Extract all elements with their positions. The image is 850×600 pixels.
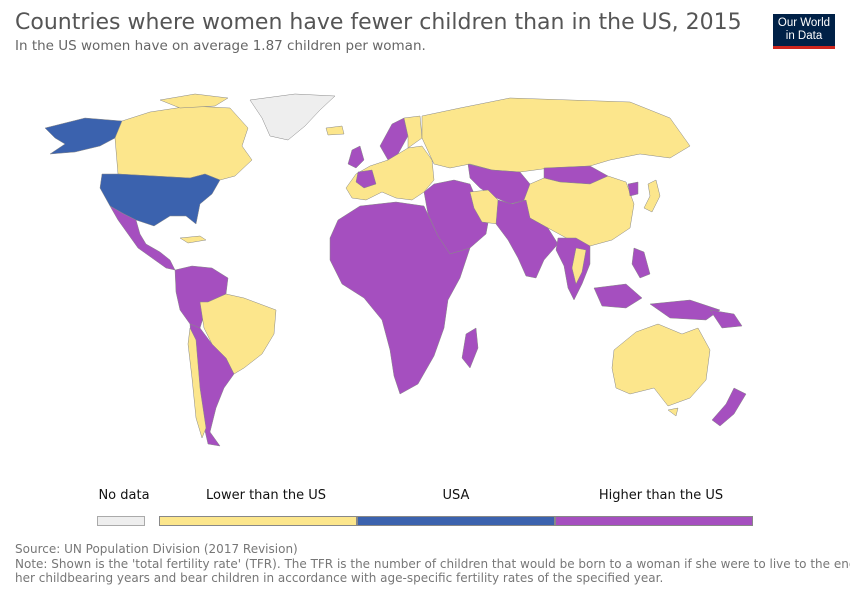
iceland[interactable] bbox=[325, 125, 345, 136]
south-asia[interactable] bbox=[495, 199, 559, 279]
canada-islands[interactable] bbox=[159, 93, 229, 109]
legend-swatch-lower[interactable] bbox=[159, 516, 357, 526]
finland[interactable] bbox=[403, 115, 423, 149]
north-korea[interactable] bbox=[627, 181, 639, 197]
legend-label-no-data: No data bbox=[98, 488, 150, 503]
indonesia[interactable] bbox=[593, 283, 643, 309]
chile[interactable] bbox=[187, 327, 207, 439]
legend-swatch-usa[interactable] bbox=[357, 516, 555, 526]
caribbean[interactable] bbox=[179, 235, 207, 244]
chart-subtitle: In the US women have on average 1.87 chi… bbox=[15, 38, 426, 54]
legend-swatch-higher[interactable] bbox=[555, 516, 753, 526]
australia[interactable] bbox=[611, 323, 711, 407]
legend-swatch-no-data[interactable] bbox=[97, 516, 145, 526]
uk-ireland[interactable] bbox=[347, 145, 365, 169]
alaska[interactable] bbox=[44, 117, 123, 155]
world-map bbox=[44, 93, 747, 447]
logo-line-1: Our World bbox=[777, 17, 831, 29]
greenland[interactable] bbox=[249, 93, 336, 141]
logo-line-2: in Data bbox=[785, 30, 823, 42]
legend-label-usa: USA bbox=[442, 488, 470, 503]
russia[interactable] bbox=[421, 97, 691, 173]
france[interactable] bbox=[355, 169, 377, 189]
note-line-2: her childbearing years and bear children… bbox=[15, 571, 664, 585]
source-text: Source: UN Population Division (2017 Rev… bbox=[15, 542, 298, 556]
canada[interactable] bbox=[114, 105, 253, 181]
note-line-1: Note: Shown is the 'total fertility rate… bbox=[15, 557, 850, 571]
philippines[interactable] bbox=[631, 247, 651, 279]
indonesia-east[interactable] bbox=[649, 299, 721, 321]
thailand[interactable] bbox=[571, 247, 587, 285]
mexico-central-america[interactable] bbox=[109, 205, 176, 271]
legend-label-lower: Lower than the US bbox=[206, 488, 326, 503]
chart-title: Countries where women have fewer childre… bbox=[15, 10, 742, 35]
owid-logo[interactable]: Our World in Data bbox=[773, 14, 835, 49]
tasmania[interactable] bbox=[667, 407, 679, 417]
central-asia[interactable] bbox=[467, 163, 531, 205]
legend-label-higher: Higher than the US bbox=[598, 488, 724, 503]
papua-new-guinea[interactable] bbox=[709, 309, 743, 329]
japan[interactable] bbox=[643, 179, 661, 213]
new-zealand[interactable] bbox=[711, 387, 747, 427]
map-legend: No data Lower than the US USA Higher tha… bbox=[0, 478, 850, 528]
africa[interactable] bbox=[329, 201, 471, 395]
madagascar[interactable] bbox=[461, 327, 479, 369]
